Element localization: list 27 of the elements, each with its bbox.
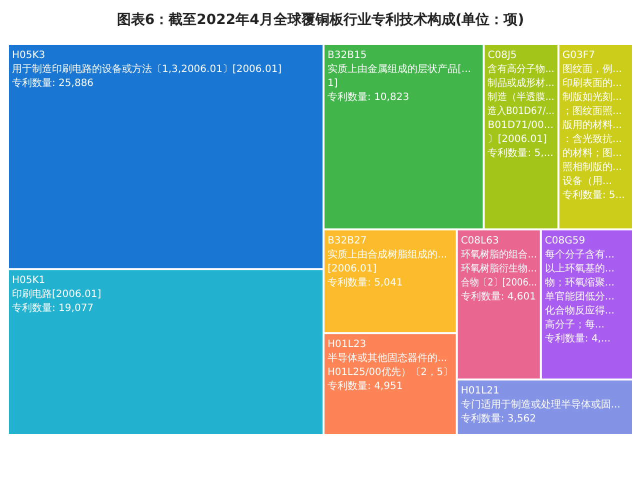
- cell: B32B15 实质上由金属组成的层状产品[... 1] 专利数量: 10,823: [324, 45, 483, 228]
- cell: H01L23 半导体或其他固态器件的... H01L25/00优先）〔2，5〕 专利数量: 4,951: [324, 334, 456, 434]
- cell: H05K3 用于制造印刷电路的设备或方法〔1,3,2006.01〕[2006.01] 专利数量: 25,886: [9, 45, 323, 268]
- category-label: B32B27 实质上由合成树脂组成的... [2006.01]: [328, 235, 448, 274]
- data-label: 专利数量: 19,077: [12, 302, 94, 314]
- cell: C08G59 每个分子含有... 以上环氧基的... 物；环氧缩聚... 单官能团低分... 化合物反应得... 高分子；每... 专利数量: 4,...: [542, 230, 632, 379]
- data-label: 专利数量: 5,...: [488, 147, 554, 159]
- cell: G03F7 图纹面，例... 印刷表面的... 制版如光刻... ；图纹面照... 版用的材料... ：含光致抗... 的材料；图... 照相制版的... 设备（用... 专利数量: 5...: [559, 45, 632, 228]
- data-label: 专利数量: 4,...: [544, 332, 611, 344]
- category-label: C08J5 含有高分子物... 制品或成形材... 制造（半透膜... 造入B01D67/... B01D71/00... 〕[2006.01]: [488, 50, 561, 145]
- data-label: 专利数量: 3,562: [460, 412, 536, 425]
- text: 图表6：截至2022年4月全球覆铜板行业专利技术构成(单位：项): [116, 11, 524, 28]
- category-label: H05K3 用于制造印刷电路的设备或方法〔1,3,2006.01〕[2006.01]: [12, 50, 282, 75]
- category-label: H01L23 半导体或其他固态器件的... H01L25/00优先）〔2，5〕: [328, 339, 455, 378]
- data-label: 专利数量: 4,951: [328, 380, 403, 392]
- cell: B32B27 实质上由合成树脂组成的... [2006.01] 专利数量: 5,041: [324, 230, 456, 332]
- category-label: H05K1 印刷电路[2006.01]: [12, 275, 102, 300]
- cell: H01L21 专门适用于制造或处理半导体或固... 专利数量: 3,562: [458, 380, 632, 434]
- data-label: 专利数量: 5...: [562, 189, 625, 201]
- category-label: B32B15 实质上由金属组成的层状产品[... 1]: [328, 50, 471, 89]
- data-label: 专利数量: 25,886: [12, 77, 94, 89]
- category-label: C08G59 每个分子含有... 以上环氧基的... 物；环氧缩聚... 单官能团低分... 化合物反应得... 高分子；每...: [544, 235, 614, 330]
- data-label: 专利数量: 4,601: [460, 290, 536, 302]
- data-label: 专利数量: 10,823: [328, 91, 410, 103]
- data-label: 专利数量: 5,041: [328, 276, 403, 288]
- cell: H05K1 印刷电路[2006.01] 专利数量: 19,077: [9, 270, 323, 434]
- category-label: H01L21 专门适用于制造或处理半导体或固...: [460, 386, 620, 411]
